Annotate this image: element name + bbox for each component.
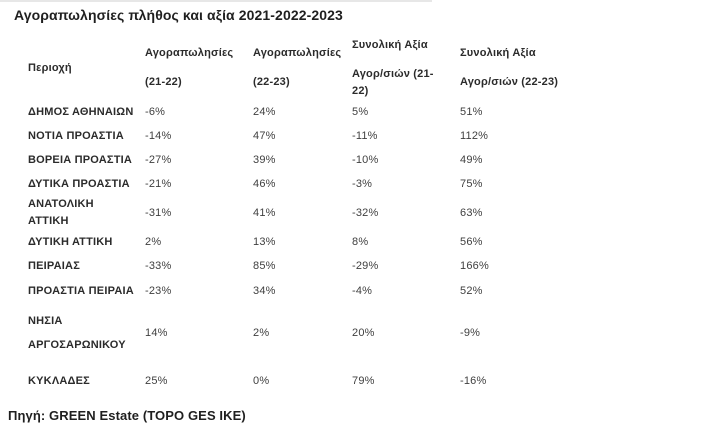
value-cell: 166%	[460, 260, 489, 272]
value-cell: -29%	[352, 260, 379, 272]
region-cell: ΠΕΙΡΑΙΑΣ	[28, 260, 81, 272]
table-row: ΔΗΜΟΣ ΑΘΗΝΑΙΩΝ -6% 24% 5% 51%	[28, 100, 610, 124]
table-header-row: Περιοχή Αγοραπωλησίες (21-22) Αγοραπωλησ…	[28, 36, 610, 100]
region-cell: ΝΟΤΙΑ ΠΡΟΑΣΤΙΑ	[28, 130, 124, 142]
value-cell: 39%	[253, 154, 276, 166]
value-cell: 75%	[460, 178, 483, 190]
value-cell: -16%	[460, 375, 487, 387]
column-header-sublabel: Αγορ/σιών (22-23)	[460, 76, 559, 88]
region-cell: ΑΝΑΤΟΛΙΚΗ ΑΤΤΙΚΗ	[28, 198, 94, 227]
value-cell: 79%	[352, 375, 375, 387]
value-cell: 63%	[460, 207, 483, 219]
table-row: ΑΝΑΤΟΛΙΚΗ ΑΤΤΙΚΗ -31% 41% -32% 63%	[28, 196, 610, 230]
region-cell: ΝΗΣΙΑ ΑΡΓΟΣΑΡΩΝΙΚΟΥ	[28, 315, 126, 351]
value-cell: -4%	[352, 285, 373, 297]
value-cell: 24%	[253, 106, 276, 118]
table-row: ΔΥΤΙΚΑ ΠΡΟΑΣΤΙΑ -21% 46% -3% 75%	[28, 172, 610, 196]
region-cell: ΒΟΡΕΙΑ ΠΡΟΑΣΤΙΑ	[28, 154, 133, 166]
table-row: ΠΡΟΑΣΤΙΑ ΠΕΙΡΑΙΑ -23% 34% -4% 52%	[28, 278, 610, 304]
value-cell: 25%	[145, 375, 168, 387]
value-cell: 8%	[352, 236, 369, 248]
value-cell: 112%	[460, 130, 489, 142]
value-cell: 85%	[253, 260, 276, 272]
column-header-region: Περιοχή	[28, 36, 145, 100]
value-cell: 41%	[253, 207, 276, 219]
column-header-label: Συνολική Αξία	[352, 38, 428, 51]
value-cell: -3%	[352, 178, 373, 190]
column-header-label: Αγοραπωλησίες	[145, 47, 234, 59]
column-header-sales-21-22: Αγοραπωλησίες (21-22)	[145, 36, 253, 100]
top-divider	[0, 0, 432, 2]
value-cell: 2%	[253, 327, 270, 339]
value-cell: -21%	[145, 178, 172, 190]
column-header-value-22-23: Συνολική Αξία Αγορ/σιών (22-23)	[460, 36, 610, 100]
value-cell: 46%	[253, 178, 276, 190]
value-cell: -27%	[145, 154, 172, 166]
column-header-sales-22-23: Αγοραπωλησίες (22-23)	[253, 36, 352, 100]
value-cell: -11%	[352, 130, 378, 142]
value-cell: -33%	[145, 260, 172, 272]
column-header-label: Αγοραπωλησίες	[253, 47, 342, 59]
value-cell: -10%	[352, 154, 379, 166]
table-row: ΔΥΤΙΚΗ ΑΤΤΙΚΗ 2% 13% 8% 56%	[28, 230, 610, 254]
column-header-label: Συνολική Αξία	[460, 47, 536, 59]
table-row: ΝΗΣΙΑ ΑΡΓΟΣΑΡΩΝΙΚΟΥ 14% 2% 20% -9%	[28, 304, 610, 362]
region-cell: ΔΗΜΟΣ ΑΘΗΝΑΙΩΝ	[28, 106, 134, 118]
value-cell: -6%	[145, 106, 166, 118]
value-cell: 52%	[460, 285, 483, 297]
table-row: ΠΕΙΡΑΙΑΣ -33% 85% -29% 166%	[28, 254, 610, 278]
value-cell: 51%	[460, 106, 483, 118]
region-cell: ΠΡΟΑΣΤΙΑ ΠΕΙΡΑΙΑ	[28, 285, 134, 297]
value-cell: 56%	[460, 236, 483, 248]
value-cell: 0%	[253, 375, 270, 387]
region-cell: ΔΥΤΙΚΗ ΑΤΤΙΚΗ	[28, 236, 113, 248]
value-cell: 14%	[145, 327, 168, 339]
value-cell: -31%	[145, 207, 172, 219]
page-title: Αγοραπωλησίες πλήθος και αξία 2021-2022-…	[14, 7, 343, 23]
column-header-sublabel: (21-22)	[145, 76, 182, 88]
value-cell: 34%	[253, 285, 276, 297]
source-note: Πηγή: GREEN Estate (TOPO GES IKE)	[8, 408, 246, 423]
table-row: ΝΟΤΙΑ ΠΡΟΑΣΤΙΑ -14% 47% -11% 112%	[28, 124, 610, 148]
table-row: ΚΥΚΛΑΔΕΣ 25% 0% 79% -16%	[28, 362, 610, 400]
value-cell: 2%	[145, 236, 162, 248]
table-row: ΒΟΡΕΙΑ ΠΡΟΑΣΤΙΑ -27% 39% -10% 49%	[28, 148, 610, 172]
value-cell: -23%	[145, 285, 172, 297]
column-header-sublabel: (22-23)	[253, 76, 290, 88]
region-cell: ΚΥΚΛΑΔΕΣ	[28, 375, 90, 387]
value-cell: 49%	[460, 154, 483, 166]
column-header-value-21-22: Συνολική Αξία Αγορ/σιών (21-22)	[352, 36, 460, 100]
region-cell: ΔΥΤΙΚΑ ΠΡΟΑΣΤΙΑ	[28, 178, 130, 190]
column-header-label: Περιοχή	[28, 62, 72, 74]
value-cell: 13%	[253, 236, 276, 248]
sales-data-table: Περιοχή Αγοραπωλησίες (21-22) Αγοραπωλησ…	[28, 36, 610, 400]
value-cell: -14%	[145, 130, 172, 142]
column-header-sublabel: Αγορ/σιών (21-22)	[352, 67, 434, 97]
value-cell: -32%	[352, 207, 379, 219]
value-cell: 20%	[352, 327, 375, 339]
value-cell: 5%	[352, 106, 369, 118]
value-cell: -9%	[460, 327, 481, 339]
value-cell: 47%	[253, 130, 276, 142]
